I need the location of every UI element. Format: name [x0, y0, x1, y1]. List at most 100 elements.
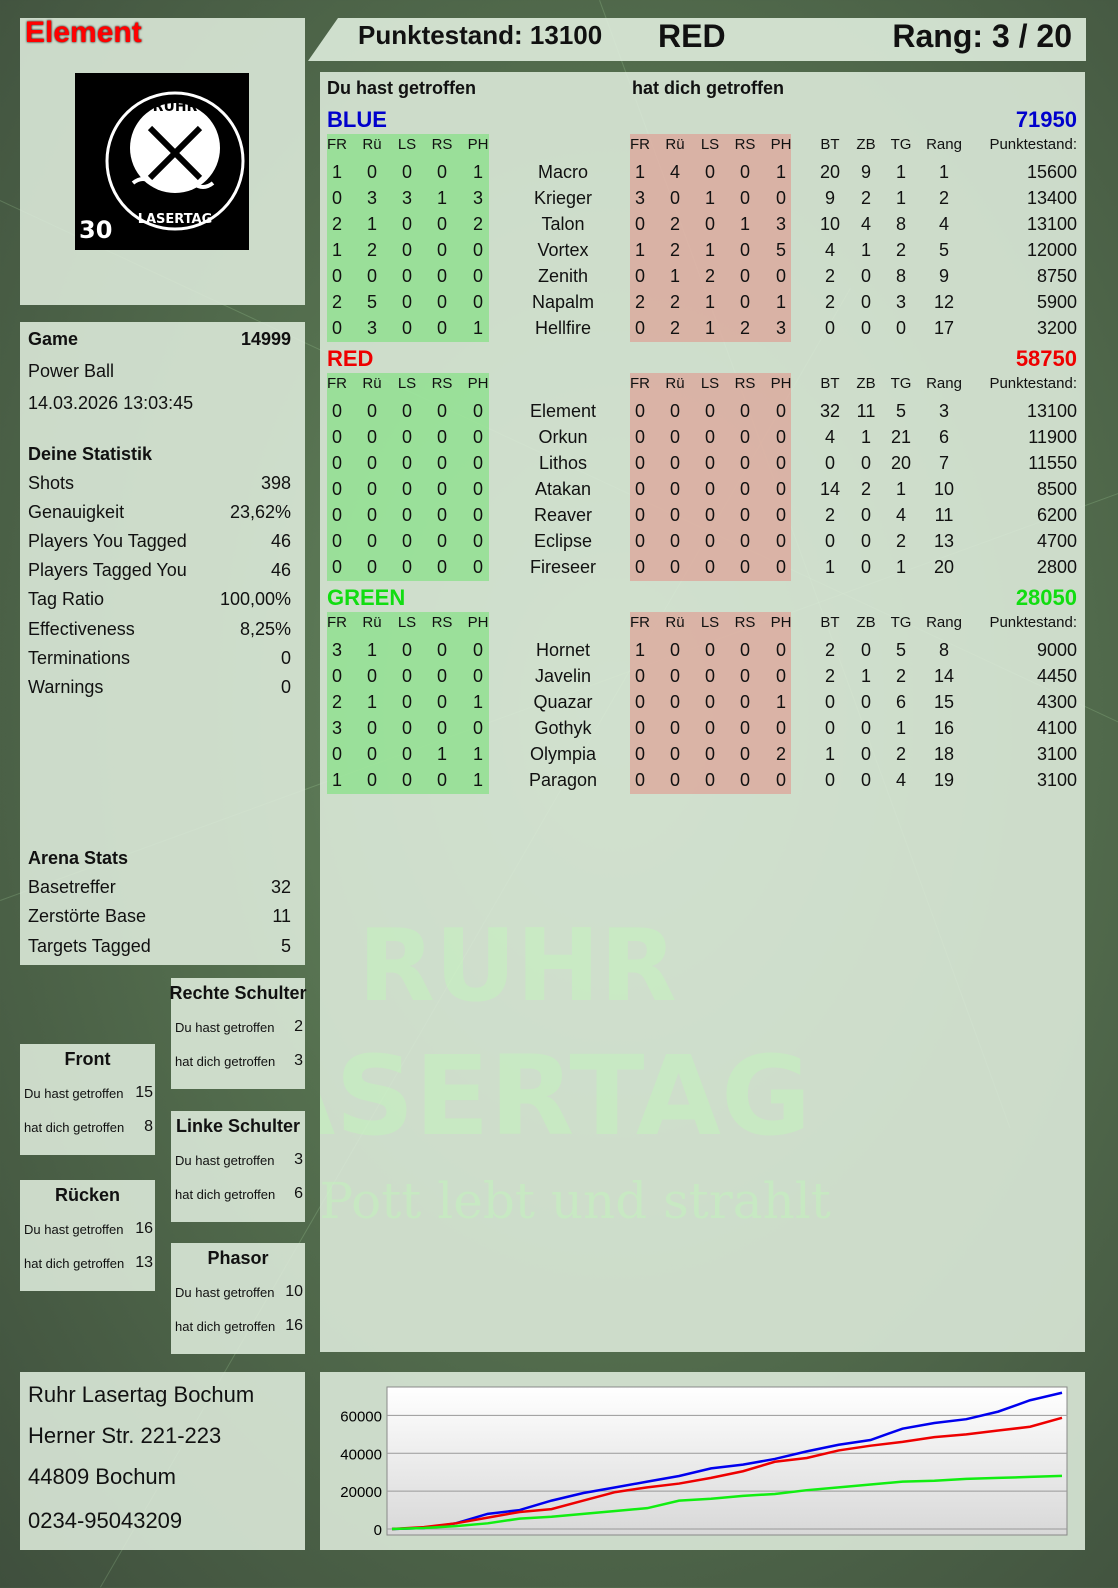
- hit-cell: 0: [331, 479, 343, 499]
- hit-cell: 0: [331, 744, 343, 764]
- column-header: FR: [327, 375, 347, 392]
- player-name: Hornet: [535, 640, 591, 660]
- hit-cell: 0: [472, 557, 484, 577]
- stat-value: 100,00%: [219, 589, 291, 610]
- player-name: Hellfire: [534, 318, 592, 338]
- hit-cell: 0: [401, 318, 413, 338]
- got-hit-cell: 0: [704, 666, 716, 686]
- hit-cell: 1: [331, 240, 343, 260]
- got-hit-cell: 1: [704, 188, 716, 208]
- hit-cell: 3: [472, 188, 484, 208]
- hit-cell: 2: [331, 692, 343, 712]
- hit-cell: 0: [472, 718, 484, 738]
- got-hit-block: [630, 134, 791, 342]
- bodypart-back: Rücken Du hast getroffen 16 hat dich getrof…: [20, 1180, 155, 1291]
- stat-cell: 14: [933, 666, 955, 686]
- hit-cell: 1: [366, 692, 378, 712]
- address-line: 0234-95043209: [28, 1508, 183, 1533]
- hit-cell: 0: [401, 505, 413, 525]
- hit-cell: 1: [472, 692, 484, 712]
- column-header: PH: [467, 136, 489, 153]
- hit-cell: 0: [366, 479, 378, 499]
- bodypart-title: Rechte Schulter: [169, 983, 307, 1003]
- hit-cell: 0: [366, 666, 378, 686]
- column-header: Rang: [926, 136, 962, 153]
- column-header: Punktestand:: [989, 136, 1077, 153]
- column-header: Punktestand:: [989, 375, 1077, 392]
- hit-cell: 1: [366, 640, 378, 660]
- game-label: Game: [28, 329, 79, 349]
- stat-cell: 11: [856, 401, 876, 421]
- got-hit-cell: 0: [739, 479, 751, 499]
- stat-cell: 19: [933, 770, 955, 790]
- rank-label: Rang: 3 / 20: [892, 18, 1072, 54]
- column-header: RS: [431, 375, 453, 392]
- stat-row: Genauigkeit 23,62%: [28, 502, 291, 523]
- hit-cell: 0: [472, 292, 484, 312]
- hit-cell: 0: [331, 505, 343, 525]
- got-hit-cell: 0: [669, 427, 681, 447]
- stat-cell: 11: [934, 505, 954, 525]
- arena-row: Basetreffer 32: [28, 877, 291, 898]
- score-cell: 3100: [1036, 744, 1077, 764]
- stat-cell: 1: [895, 557, 907, 577]
- arena-value: 32: [270, 877, 291, 897]
- got-hit-cell: 0: [704, 718, 716, 738]
- stat-value: 0: [280, 676, 291, 697]
- stat-cell: 5: [895, 640, 907, 660]
- got-hit-cell: 0: [739, 666, 751, 686]
- stat-cell: 0: [824, 453, 836, 473]
- stat-cell: 0: [860, 266, 872, 286]
- got-hit-block: [630, 373, 791, 581]
- hit-cell: 1: [472, 318, 484, 338]
- column-header: Rü: [362, 375, 382, 392]
- bodypart-front: Front Du hast getroffen 15 hat dich getroff…: [20, 1044, 155, 1155]
- stat-cell: 10: [819, 214, 841, 234]
- got-hit-cell: 0: [704, 162, 716, 182]
- stat-value: 8,25%: [239, 618, 291, 639]
- got-hit-cell: 0: [704, 214, 716, 234]
- arena-value: 11: [272, 906, 291, 927]
- hit-cell: 1: [436, 744, 448, 764]
- stat-cell: 6: [938, 427, 950, 447]
- stat-cell: 14: [819, 479, 841, 499]
- got-hit-value: 16: [285, 1317, 303, 1334]
- stats-panel: Game 14999 Power Ball 14.03.2026 13:03:45…: [20, 322, 305, 965]
- stat-cell: 0: [824, 692, 836, 712]
- player-row: 1 0 0 0 1 Paragon 0 0 0 0 0 0 0 4 19 3100: [320, 768, 1085, 794]
- hit-block: [327, 134, 489, 342]
- score-cell: 13400: [1026, 188, 1077, 208]
- got-hit-cell: 0: [704, 401, 716, 421]
- column-header: Rü: [665, 375, 685, 392]
- hit-cell: 0: [331, 401, 343, 421]
- hit-cell: 2: [472, 214, 484, 234]
- stat-row: Shots 398: [28, 473, 291, 494]
- column-header: FR: [327, 136, 347, 153]
- score-cell: 4450: [1036, 666, 1077, 686]
- team-score: 71950: [1015, 107, 1077, 132]
- column-header: PH: [770, 375, 792, 392]
- got-hit-cell: 0: [634, 692, 646, 712]
- column-header: Punktestand:: [989, 614, 1077, 631]
- hit-cell: 0: [436, 266, 448, 286]
- got-hit-cell: 0: [634, 214, 646, 234]
- got-hit-cell: 0: [775, 401, 787, 421]
- hit-cell: 5: [366, 292, 378, 312]
- got-hit-cell: 0: [669, 557, 681, 577]
- column-header: PH: [770, 136, 792, 153]
- hit-cell: 0: [401, 744, 413, 764]
- stat-cell: 17: [933, 318, 955, 338]
- player-row: 0 0 0 0 0 Javelin 0 0 0 0 0 2 1 2 14 4450: [320, 664, 1085, 690]
- stat-cell: 2: [824, 266, 836, 286]
- hit-cell: 0: [331, 531, 343, 551]
- column-header: FR: [630, 375, 650, 392]
- stat-cell: 1: [895, 479, 907, 499]
- hit-cell: 0: [436, 718, 448, 738]
- stat-label: Tag Ratio: [28, 589, 105, 610]
- got-hit-cell: 1: [775, 162, 787, 182]
- stat-cell: 9: [824, 188, 836, 208]
- player-name: Macro: [537, 162, 589, 182]
- column-header: RS: [734, 375, 756, 392]
- got-hit-cell: 0: [775, 266, 787, 286]
- stat-cell: 1: [824, 744, 836, 764]
